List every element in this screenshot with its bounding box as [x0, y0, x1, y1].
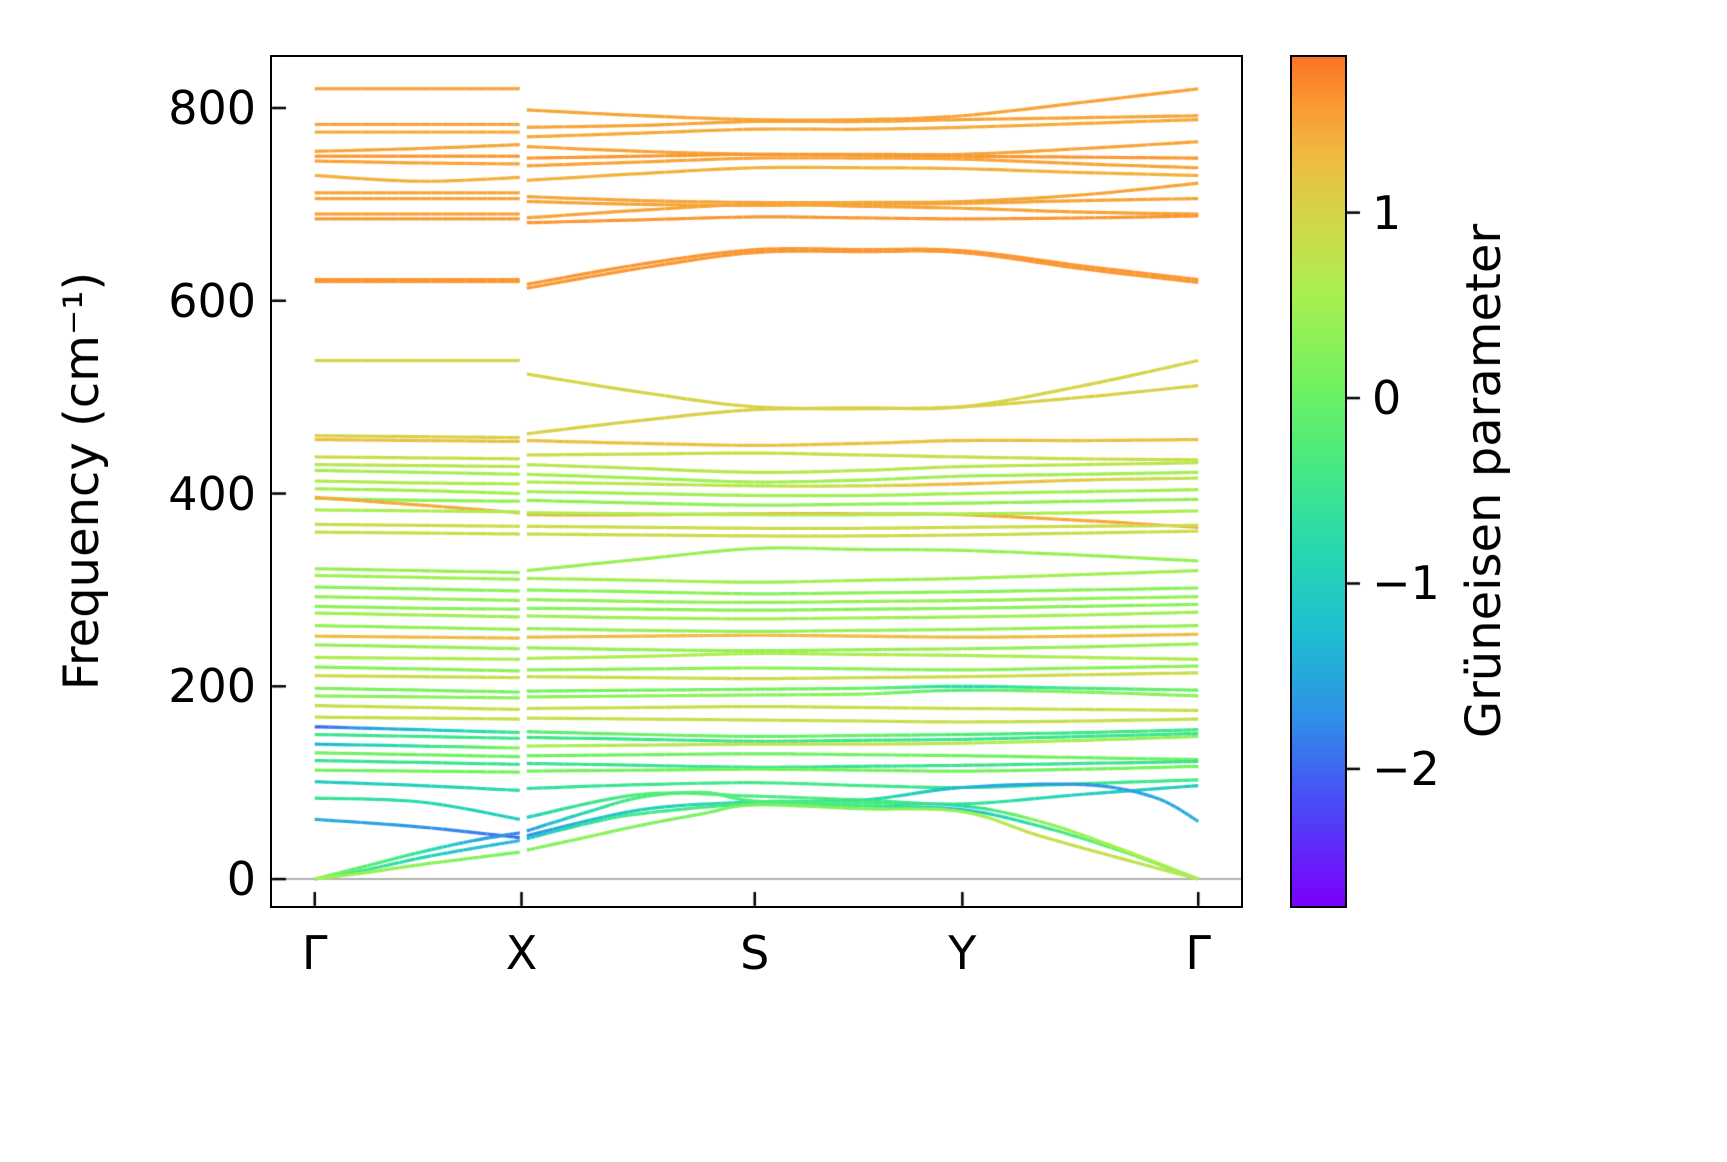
- x-tick-label: S: [740, 926, 770, 980]
- y-tick-label: 0: [226, 852, 256, 907]
- colorbar-tick-label: −1: [1372, 556, 1440, 611]
- colorbar: [1290, 55, 1347, 908]
- x-tick-label: Γ: [301, 926, 328, 980]
- y-tick-label: 600: [168, 273, 256, 328]
- colorbar-tick-label: 0: [1372, 371, 1402, 426]
- colorbar-tick-label: −2: [1372, 741, 1440, 796]
- y-tick-label: 200: [168, 659, 256, 714]
- x-tick-label: Y: [948, 926, 977, 980]
- colorbar-label: Grüneisen parameter: [1456, 223, 1512, 739]
- x-tick-label: Γ: [1185, 926, 1212, 980]
- y-axis-label: Frequency (cm⁻¹): [54, 271, 110, 691]
- x-tick-label: X: [505, 926, 538, 980]
- y-tick-label: 800: [168, 81, 256, 135]
- y-tick-label: 400: [168, 466, 256, 521]
- colorbar-tick-label: 1: [1372, 185, 1402, 240]
